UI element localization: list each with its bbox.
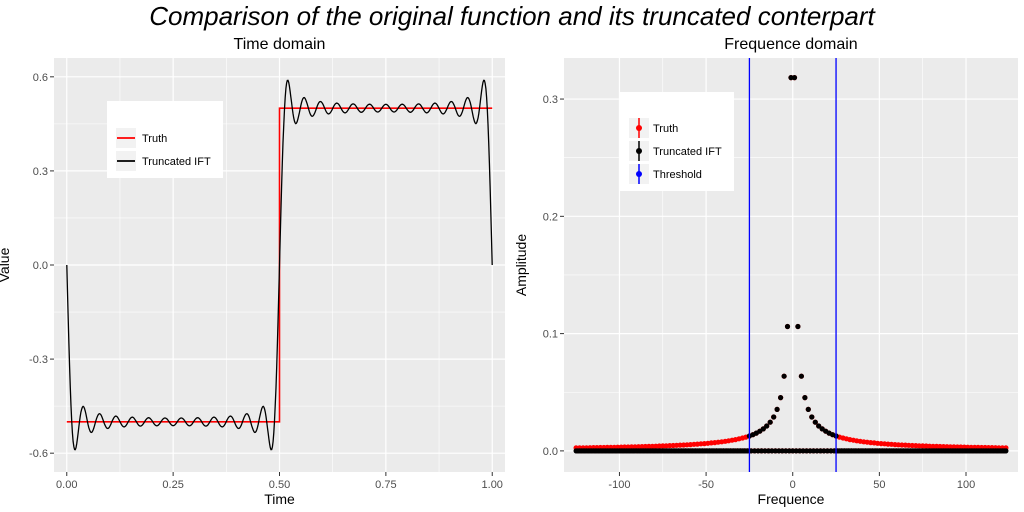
- x-tick-label: 0.50: [269, 479, 290, 491]
- y-tick-label: -0.3: [29, 354, 48, 366]
- legend-label: Threshold: [653, 169, 702, 181]
- x-tick-label: 0.75: [375, 479, 396, 491]
- point-truncated-ift: [1003, 448, 1009, 454]
- y-tick-label: -0.6: [29, 448, 48, 460]
- x-tick-label: 0.25: [162, 479, 183, 491]
- point-truncated-ift: [778, 395, 784, 401]
- point-truncated-ift: [774, 406, 780, 412]
- x-tick-label: -100: [608, 479, 630, 491]
- x-tick-label: 0: [790, 479, 796, 491]
- x-axis-label: Frequence: [758, 491, 825, 507]
- x-tick-label: 0.00: [56, 479, 77, 491]
- y-tick-label: 0.1: [543, 329, 558, 341]
- time-domain-chart: 0.00 0.25 0.50 0.75 1.00 -0.6 -0.3 0.0 0.3 0.6 Tim…: [0, 36, 505, 507]
- point-truncated-ift: [771, 414, 777, 420]
- point-truncated-ift: [784, 323, 791, 330]
- y-tick-label: 0.3: [33, 166, 48, 178]
- point-truncated-ift: [809, 414, 815, 420]
- series-line-truncated-ift: [66, 79, 493, 451]
- y-tick-label: 0.0: [33, 260, 48, 272]
- chart-title: Frequence domain: [724, 36, 857, 53]
- point-truncated-ift: [795, 323, 801, 330]
- legend-label: Truth: [653, 123, 678, 135]
- point-truncated-ift: [791, 75, 798, 81]
- y-tick-label: 0.0: [543, 446, 558, 458]
- point-truncated-ift: [764, 423, 770, 429]
- y-axis-label: Value: [0, 247, 12, 282]
- x-tick-label: 1.00: [482, 479, 503, 491]
- legend-key-truncated-ift: [636, 148, 642, 154]
- point-truncated-ift: [802, 395, 808, 401]
- legend-key-truth: [636, 125, 642, 131]
- page-title: Comparison of the original function and …: [149, 1, 875, 31]
- point-truncated-ift: [816, 423, 822, 429]
- point-truncated-ift: [767, 419, 773, 425]
- point-truncated-ift: [798, 373, 804, 379]
- frequence-domain-chart: -100 -50 0 50 100 0.0 0.1 0.2 0.3 Frequence domai…: [513, 36, 1018, 507]
- x-axis-label: Time: [264, 491, 295, 507]
- y-tick-label: 0.2: [543, 211, 558, 223]
- x-tick-label: -50: [698, 479, 714, 491]
- x-tick-label: 50: [873, 479, 885, 491]
- y-axis-label: Amplitude: [513, 234, 529, 296]
- point-truncated-ift: [781, 373, 787, 379]
- point-truncated-ift: [760, 426, 766, 432]
- point-truncated-ift: [812, 419, 818, 425]
- legend-label: Truncated IFT: [142, 156, 211, 168]
- chart-title: Time domain: [234, 36, 326, 53]
- y-tick-label: 0.6: [33, 72, 48, 84]
- legend-label: Truth: [142, 133, 167, 145]
- legend-label: Truncated IFT: [653, 146, 722, 158]
- y-tick-label: 0.3: [543, 94, 558, 106]
- point-truncated-ift: [805, 406, 811, 412]
- legend-key-threshold: [636, 171, 642, 177]
- x-tick-label: 100: [957, 479, 975, 491]
